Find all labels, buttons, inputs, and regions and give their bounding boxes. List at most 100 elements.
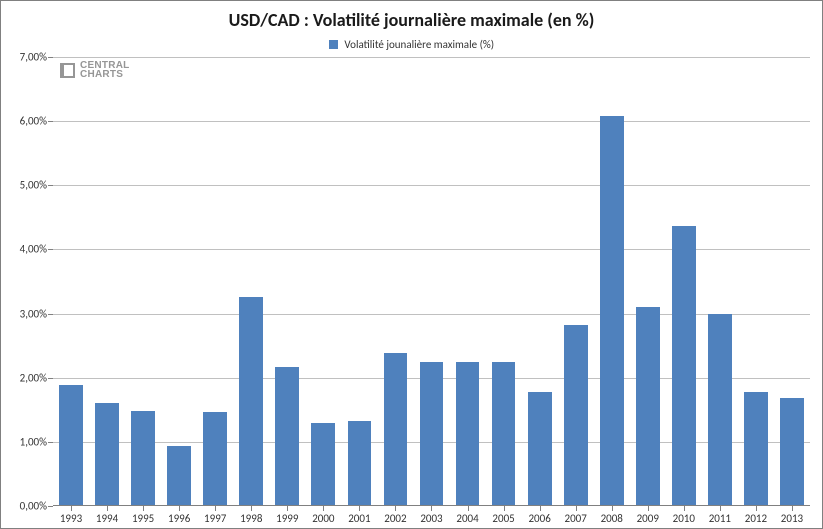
bar	[203, 412, 227, 506]
x-tick-mark	[215, 506, 216, 511]
bar-slot: 2006	[522, 57, 558, 506]
watermark-line2: CHARTS	[80, 71, 130, 80]
watermark-logo-icon	[60, 63, 75, 78]
bar	[239, 297, 263, 506]
y-tick-label: 0,00%	[20, 500, 47, 513]
x-tick-mark	[179, 506, 180, 511]
bar-slot: 2011	[702, 57, 738, 506]
x-tick-mark	[359, 506, 360, 511]
x-tick-label: 1994	[96, 512, 118, 525]
x-tick-mark	[756, 506, 757, 511]
bar	[384, 353, 408, 506]
x-tick-mark	[143, 506, 144, 511]
bar-slot: 2008	[594, 57, 630, 506]
bar-slot: 1999	[269, 57, 305, 506]
bar	[492, 362, 516, 506]
x-tick-mark	[576, 506, 577, 511]
x-tick-label: 2010	[673, 512, 695, 525]
x-tick-mark	[431, 506, 432, 511]
bar	[348, 421, 372, 506]
bar-slot: 2005	[486, 57, 522, 506]
bar-slot: 2003	[413, 57, 449, 506]
x-tick-label: 2012	[745, 512, 767, 525]
bars-container: 1993199419951996199719981999200020012002…	[53, 57, 810, 506]
x-tick-mark	[395, 506, 396, 511]
bar	[708, 314, 732, 506]
y-tick-label: 1,00%	[20, 435, 47, 448]
x-tick-mark	[648, 506, 649, 511]
y-tick-label: 6,00%	[20, 115, 47, 128]
y-tick-label: 2,00%	[20, 371, 47, 384]
x-tick-label: 1995	[132, 512, 154, 525]
y-tick-label: 3,00%	[20, 307, 47, 320]
x-tick-label: 1998	[240, 512, 262, 525]
bar	[600, 116, 624, 506]
x-tick-label: 2005	[492, 512, 514, 525]
x-tick-label: 1993	[60, 512, 82, 525]
x-tick-label: 2008	[601, 512, 623, 525]
x-tick-label: 2009	[637, 512, 659, 525]
x-tick-mark	[684, 506, 685, 511]
bar	[564, 325, 588, 506]
bar	[131, 411, 155, 506]
bar-slot: 2002	[377, 57, 413, 506]
x-tick-label: 1999	[276, 512, 298, 525]
bar	[636, 307, 660, 506]
x-tick-mark	[468, 506, 469, 511]
x-tick-mark	[720, 506, 721, 511]
x-tick-mark	[251, 506, 252, 511]
x-tick-mark	[504, 506, 505, 511]
bar	[672, 226, 696, 506]
bar-slot: 1998	[233, 57, 269, 506]
legend-swatch	[329, 40, 338, 49]
bar-slot: 2004	[450, 57, 486, 506]
y-tick-mark	[48, 506, 53, 507]
bar-slot: 2000	[305, 57, 341, 506]
bar	[311, 423, 335, 506]
x-tick-label: 2007	[565, 512, 587, 525]
bar-slot: 2007	[558, 57, 594, 506]
x-tick-label: 2000	[312, 512, 334, 525]
x-tick-mark	[287, 506, 288, 511]
x-axis-line	[53, 505, 810, 506]
chart-title: USD/CAD : Volatilité journalière maximal…	[1, 1, 822, 31]
x-tick-label: 2002	[384, 512, 406, 525]
x-tick-mark	[323, 506, 324, 511]
bar-slot: 1995	[125, 57, 161, 506]
legend: Volatilité jounalière maximale (%)	[1, 31, 822, 57]
x-tick-mark	[71, 506, 72, 511]
x-tick-mark	[612, 506, 613, 511]
bar-slot: 2013	[774, 57, 810, 506]
bar-slot: 1994	[89, 57, 125, 506]
x-tick-label: 1997	[204, 512, 226, 525]
bar	[528, 392, 552, 506]
x-tick-label: 2003	[420, 512, 442, 525]
bar	[780, 398, 804, 506]
bar-slot: 1993	[53, 57, 89, 506]
x-tick-label: 2001	[348, 512, 370, 525]
bar-slot: 1997	[197, 57, 233, 506]
bar	[420, 362, 444, 506]
bar	[95, 403, 119, 506]
bar-slot: 2010	[666, 57, 702, 506]
x-tick-mark	[540, 506, 541, 511]
bar	[59, 385, 83, 506]
x-tick-label: 2011	[709, 512, 731, 525]
x-tick-label: 2004	[456, 512, 478, 525]
bar-slot: 1996	[161, 57, 197, 506]
bar	[167, 446, 191, 506]
y-tick-label: 7,00%	[20, 51, 47, 64]
bar	[456, 362, 480, 506]
bar-slot: 2012	[738, 57, 774, 506]
bar	[744, 392, 768, 506]
watermark: CENTRAL CHARTS	[54, 58, 136, 84]
bar	[275, 367, 299, 506]
plot-area: CENTRAL CHARTS 0,00%1,00%2,00%3,00%4,00%…	[53, 57, 810, 506]
x-tick-label: 1996	[168, 512, 190, 525]
bar-slot: 2009	[630, 57, 666, 506]
x-tick-mark	[107, 506, 108, 511]
y-tick-label: 4,00%	[20, 243, 47, 256]
x-tick-label: 2006	[528, 512, 550, 525]
bar-slot: 2001	[341, 57, 377, 506]
x-tick-label: 2013	[781, 512, 803, 525]
